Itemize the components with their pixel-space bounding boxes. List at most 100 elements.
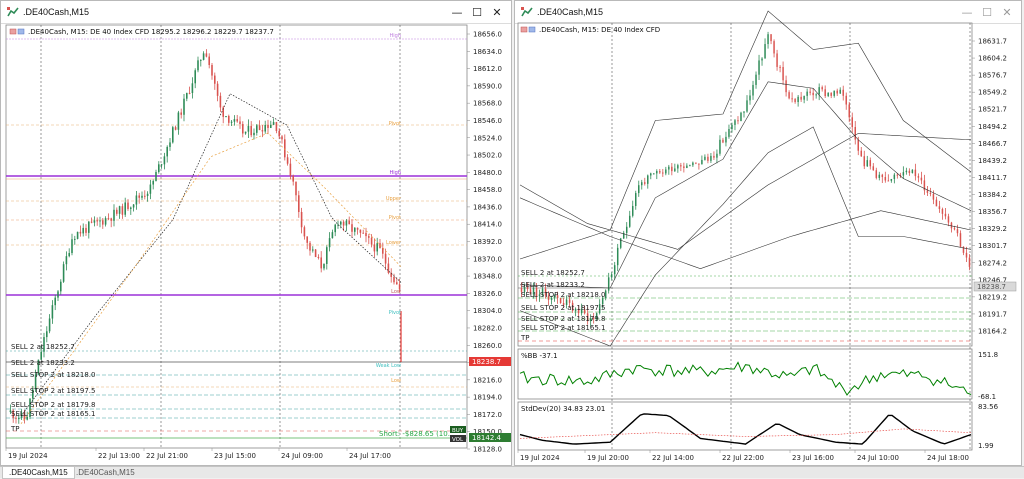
bull-candle xyxy=(18,418,20,420)
right-chart-window[interactable]: .DE40Cash,M15 — ☐ ✕ .DE40Cash, M15: DE 4… xyxy=(514,0,1022,466)
bull-candle xyxy=(719,139,721,154)
minimize-button[interactable]: — xyxy=(451,5,463,19)
bear-candle xyxy=(547,295,550,300)
level-tag: High xyxy=(390,170,402,176)
close-button[interactable]: ✕ xyxy=(492,5,502,19)
bull-candle xyxy=(376,243,378,252)
bear-candle xyxy=(258,125,261,131)
bull-candle xyxy=(553,295,556,298)
bear-candle xyxy=(586,313,589,322)
bull-candle xyxy=(197,60,199,71)
bear-candle xyxy=(219,95,222,108)
bear-candle xyxy=(261,130,264,132)
left-price-chart[interactable]: High Pivot High Upper Pivot Lower Low Pivot Weak… xyxy=(1,1,511,465)
maximize-button[interactable]: ☐ xyxy=(472,5,482,19)
order-label: SELL STOP 2 at 18165.1 xyxy=(521,324,605,332)
tab-chart-2[interactable]: .DE40Cash,M15 xyxy=(76,468,135,477)
maximize-button[interactable]: ☐ xyxy=(982,5,992,19)
bull-candle xyxy=(601,298,604,305)
bear-candle xyxy=(962,246,965,253)
bear-candle xyxy=(785,80,787,93)
bid-price-value: 18142.4 xyxy=(472,434,501,442)
bull-candle xyxy=(665,169,667,174)
bull-candle xyxy=(616,247,619,266)
bull-candle xyxy=(60,281,62,292)
bear-candle xyxy=(79,231,82,234)
tab-chart-1[interactable]: .DE40Cash,M15 xyxy=(2,467,75,479)
level-tag: Upper xyxy=(386,196,402,202)
bb-percent-line xyxy=(519,361,972,396)
bull-candle xyxy=(26,416,28,420)
bear-candle xyxy=(800,96,802,100)
bull-candle xyxy=(104,218,107,225)
bull-candle xyxy=(893,174,896,179)
bull-candle xyxy=(113,209,115,221)
price-axis-label: 18246.7 xyxy=(978,276,1007,284)
bear-candle xyxy=(309,242,311,251)
bull-candle xyxy=(200,59,202,61)
close-button[interactable]: ✕ xyxy=(1002,5,1012,19)
right-window-title: .DE40Cash,M15 xyxy=(537,7,604,17)
bear-candle xyxy=(228,115,230,123)
right-price-chart[interactable]: .DE40Cash, M15: DE 40 Index CFD SELL 2 at… xyxy=(515,1,1021,465)
bull-candle xyxy=(225,115,227,117)
bear-candle xyxy=(23,412,26,420)
bull-candle xyxy=(650,173,652,176)
bull-candle xyxy=(580,309,583,314)
time-axis-label: 19 Jul 20:00 xyxy=(587,454,629,462)
price-axis-label: 18348.0 xyxy=(473,273,502,281)
price-axis-label: 18304.0 xyxy=(473,307,502,315)
bear-candle xyxy=(306,236,308,243)
bull-candle xyxy=(169,142,171,147)
bull-candle xyxy=(135,195,138,205)
bear-candle xyxy=(362,232,364,234)
left-title-bar[interactable]: .DE40Cash,M15 — ☐ ✕ xyxy=(1,1,511,24)
order-label: SELL 2 at 18252.7 xyxy=(11,343,75,351)
bull-candle xyxy=(43,337,45,352)
minimize-button[interactable]: — xyxy=(961,5,973,19)
bull-candle xyxy=(668,166,670,170)
bull-candle xyxy=(911,169,914,174)
bull-candle xyxy=(247,125,250,132)
price-axis-label: 18128.0 xyxy=(473,446,502,454)
bull-candle xyxy=(604,290,607,299)
price-axis-label: 18194.0 xyxy=(473,394,502,402)
price-axis-label: 18414.0 xyxy=(473,221,502,229)
bear-candle xyxy=(950,222,953,229)
long-moving-average xyxy=(519,197,972,270)
bull-candle xyxy=(827,92,829,97)
bull-candle xyxy=(803,95,805,100)
price-axis-label: 18590.0 xyxy=(473,82,502,90)
bear-candle xyxy=(568,299,571,303)
price-axis-label: 18521.7 xyxy=(978,106,1007,114)
long-moving-average xyxy=(519,133,972,250)
bull-candle xyxy=(334,224,336,233)
order-label: TP xyxy=(520,334,530,342)
bull-candle xyxy=(716,153,718,158)
stddev-signal-line xyxy=(519,428,972,439)
bear-candle xyxy=(396,282,398,285)
price-axis-label: 18546.0 xyxy=(473,117,502,125)
bull-candle xyxy=(177,112,180,130)
bull-candle xyxy=(818,87,820,95)
bear-candle xyxy=(284,139,286,158)
bull-candle xyxy=(692,162,694,166)
bear-candle xyxy=(920,177,923,181)
bull-candle xyxy=(725,136,727,143)
bull-candle xyxy=(674,168,676,172)
bull-candle xyxy=(628,215,631,227)
bear-candle xyxy=(317,256,320,258)
bear-candle xyxy=(267,124,269,128)
price-axis-label: 18439.2 xyxy=(978,157,1007,165)
bear-candle xyxy=(713,155,715,158)
bull-candle xyxy=(331,232,334,239)
bb-scale-top: 151.8 xyxy=(978,351,998,359)
bull-candle xyxy=(607,277,610,291)
price-axis-label: 18301.7 xyxy=(978,242,1007,250)
chart-window-icon xyxy=(7,7,19,17)
bear-candle xyxy=(571,302,574,311)
left-chart-window[interactable]: .DE40Cash,M15 — ☐ ✕ High Pivot High Upper Pi… xyxy=(0,0,512,466)
price-axis-label: 18392.0 xyxy=(473,238,502,246)
bear-candle xyxy=(887,180,890,182)
bear-candle xyxy=(242,124,244,134)
